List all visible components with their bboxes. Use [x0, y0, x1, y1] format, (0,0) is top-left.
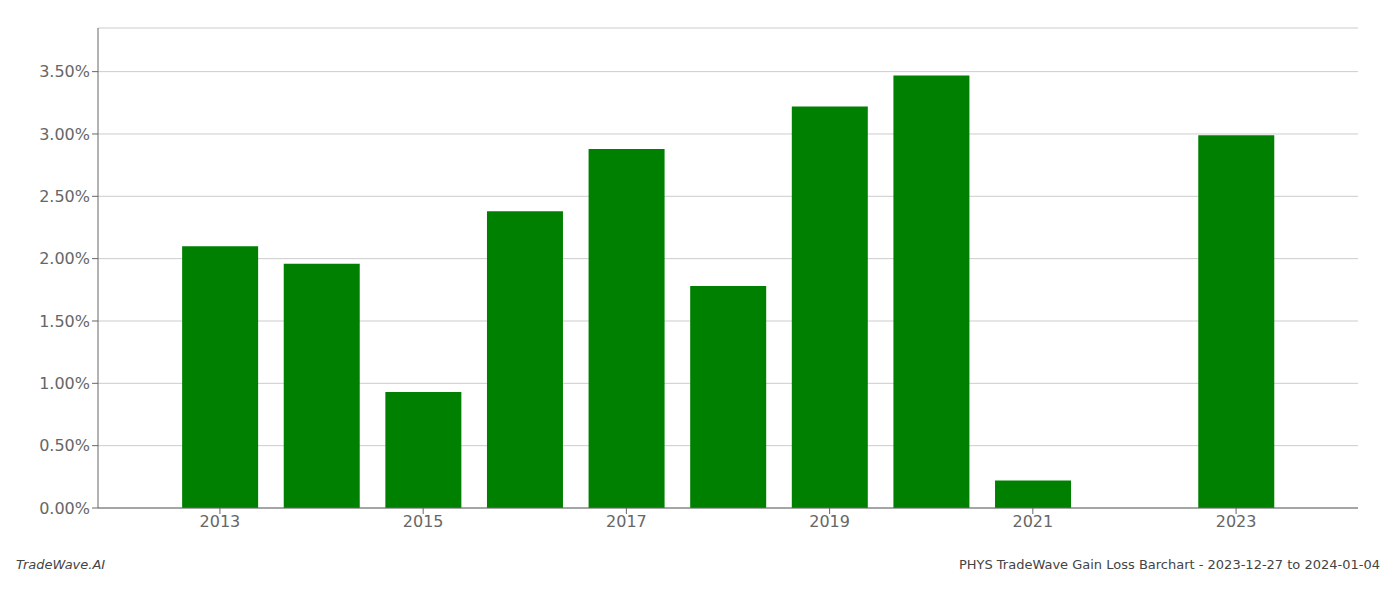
svg-text:2.50%: 2.50%	[39, 187, 90, 206]
svg-text:1.50%: 1.50%	[39, 312, 90, 331]
html-text:PHYS TradeWave Gain Loss Barch: PHYS TradeWave Gain Loss Barchart - 2023…	[958, 557, 1380, 572]
html-text:TradeWave.AI: TradeWave.AI	[16, 557, 106, 572]
svg-text:1.00%: 1.00%	[39, 374, 90, 393]
svg-text:2017: 2017	[606, 512, 647, 531]
svg-text:2021: 2021	[1012, 512, 1053, 531]
svg-text:0.00%: 0.00%	[39, 499, 90, 518]
svg-text:2.00%: 2.00%	[39, 249, 90, 268]
svg-text:2015: 2015	[403, 512, 444, 531]
svg-text:0.50%: 0.50%	[39, 436, 90, 455]
svg-text:2019: 2019	[809, 512, 850, 531]
svg-text:3.50%: 3.50%	[39, 62, 90, 81]
svg-text:2013: 2013	[200, 512, 241, 531]
svg-text:2023: 2023	[1216, 512, 1257, 531]
svg-text:3.00%: 3.00%	[39, 125, 90, 144]
